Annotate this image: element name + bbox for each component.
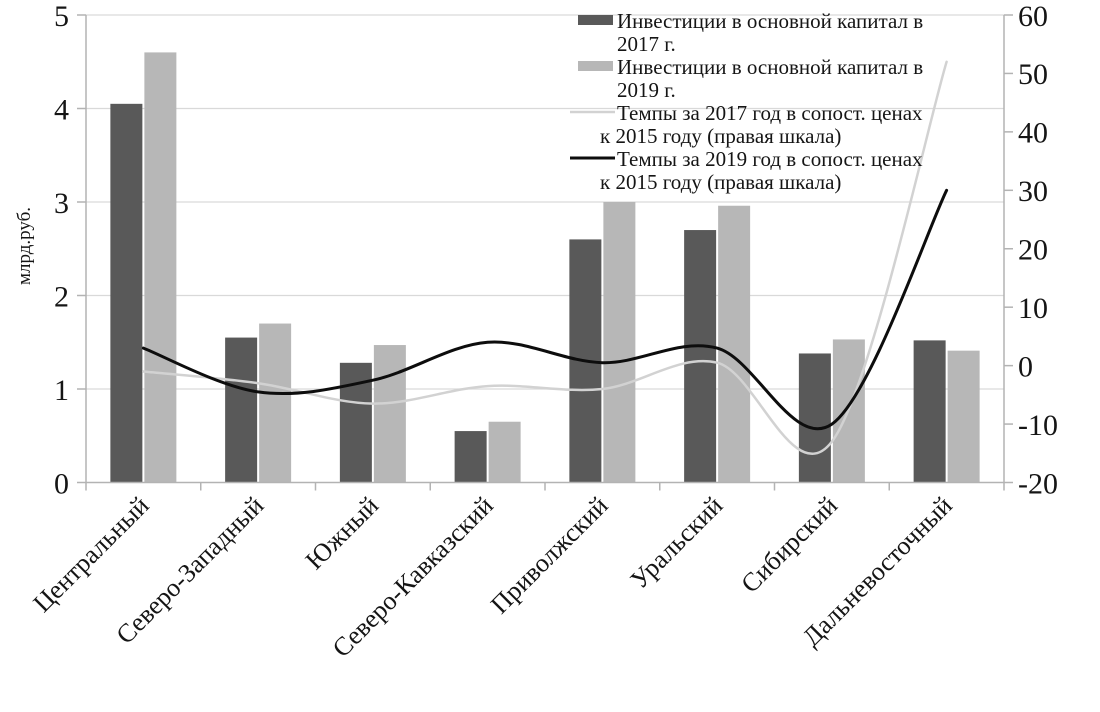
left-tick-label: 2 bbox=[54, 280, 69, 313]
right-tick-label: -20 bbox=[1018, 467, 1058, 500]
category-label: Южный bbox=[300, 491, 384, 575]
right-tick-label: -10 bbox=[1018, 409, 1058, 442]
right-tick-label: 30 bbox=[1018, 175, 1048, 208]
legend-label-line1: Темпы за 2017 год в сопост. ценах bbox=[617, 101, 923, 125]
bar-2017-cat1 bbox=[225, 337, 258, 483]
left-tick-label: 4 bbox=[54, 93, 69, 126]
right-tick-label: 40 bbox=[1018, 117, 1048, 150]
bar-2017-cat7 bbox=[913, 340, 946, 483]
bar-2019-cat3 bbox=[488, 421, 521, 483]
bar-2017-cat6 bbox=[798, 353, 831, 483]
legend-label-line2: 2019 г. bbox=[617, 78, 676, 102]
left-tick-label: 1 bbox=[54, 374, 69, 407]
legend-label-line2: 2017 г. bbox=[617, 32, 676, 56]
legend-label-line2: к 2015 году (правая шкала) bbox=[600, 124, 841, 148]
right-tick-label: 50 bbox=[1018, 58, 1048, 91]
left-tick-label: 3 bbox=[54, 187, 69, 220]
legend-label-line1: Темпы за 2019 год в сопост. ценах bbox=[617, 147, 923, 171]
legend-label-line1: Инвестиции в основной капитал в bbox=[617, 9, 923, 33]
left-tick-label: 0 bbox=[54, 467, 69, 500]
bar-2017-cat3 bbox=[454, 431, 487, 483]
bar-2019-cat7 bbox=[947, 350, 980, 483]
rate-line-2019 bbox=[141, 188, 949, 431]
left-tick-label: 5 bbox=[54, 0, 69, 33]
bar-2017-cat5 bbox=[684, 230, 717, 483]
right-tick-label: 10 bbox=[1018, 292, 1048, 325]
legend-swatch-bars-2017 bbox=[578, 15, 613, 25]
bar-2019-cat5 bbox=[718, 205, 751, 483]
category-label: Сибирский bbox=[735, 491, 843, 599]
legend-label-line2: к 2015 году (правая шкала) bbox=[600, 170, 841, 194]
rate-line-2017 bbox=[142, 60, 948, 455]
legend-swatch-bars-2019 bbox=[578, 61, 613, 71]
category-label: Центральный bbox=[27, 491, 154, 618]
bar-2019-cat1 bbox=[259, 323, 292, 483]
right-tick-label: 0 bbox=[1018, 350, 1033, 383]
bar-2019-cat2 bbox=[373, 345, 406, 483]
bar-2019-cat0 bbox=[144, 52, 177, 483]
legend-label-line1: Инвестиции в основной капитал в bbox=[617, 55, 923, 79]
bar-2017-cat0 bbox=[110, 103, 143, 483]
left-axis-title: млрд.руб. bbox=[14, 207, 35, 285]
right-tick-label: 60 bbox=[1018, 0, 1048, 33]
right-tick-label: 20 bbox=[1018, 234, 1048, 267]
bar-2019-cat4 bbox=[603, 202, 636, 483]
category-label: Уральский bbox=[625, 491, 729, 595]
category-label: Приволжский bbox=[485, 491, 614, 620]
